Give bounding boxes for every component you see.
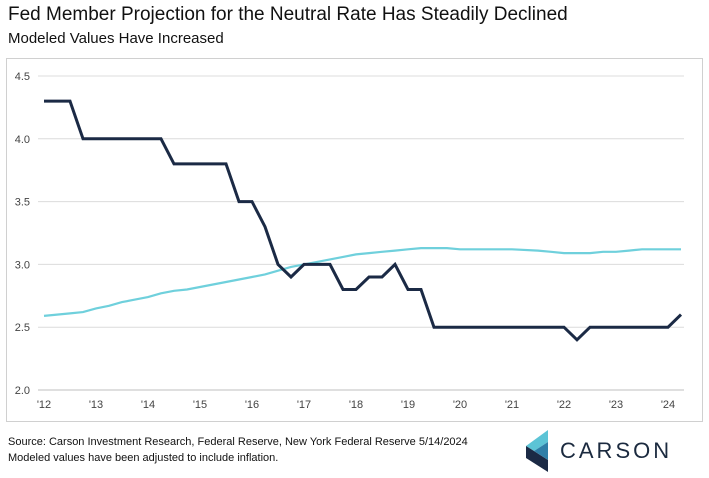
x-tick-label: '17 (297, 399, 311, 411)
x-tick-label: '20 (453, 399, 467, 411)
x-tick-label: '22 (557, 399, 571, 411)
series-line-fed-projection (44, 99, 683, 342)
y-tick-label: 2.5 (15, 322, 30, 334)
x-tick-label: '15 (193, 399, 207, 411)
x-tick-label: '14 (141, 399, 155, 411)
chart-subtitle: Modeled Values Have Increased (8, 30, 224, 47)
x-tick-label: '13 (89, 399, 103, 411)
y-tick-label: 3.0 (15, 259, 30, 271)
y-tick-label: 3.5 (15, 197, 30, 209)
x-tick-label: '23 (609, 399, 623, 411)
source-note: Source: Carson Investment Research, Fede… (8, 436, 468, 448)
y-tick-label: 4.0 (15, 134, 30, 146)
carson-logo: CARSON (526, 430, 676, 472)
chart-title: Fed Member Projection for the Neutral Ra… (8, 4, 568, 25)
x-tick-label: '24 (661, 399, 675, 411)
y-tick-label: 4.5 (15, 71, 30, 83)
x-tick-label: '19 (401, 399, 415, 411)
y-tick-label: 2.0 (15, 385, 30, 397)
chart-area (6, 58, 703, 422)
x-tick-label: '12 (37, 399, 51, 411)
series-line-modeled (43, 247, 681, 317)
carson-logo-text: CARSON (560, 438, 673, 463)
carson-chevron-icon (526, 430, 548, 472)
chart-footer: Source: Carson Investment Research, Fede… (8, 434, 468, 466)
inflation-note: Modeled values have been adjusted to inc… (8, 452, 279, 464)
x-tick-label: '18 (349, 399, 363, 411)
x-tick-label: '16 (245, 399, 259, 411)
x-tick-label: '21 (505, 399, 519, 411)
